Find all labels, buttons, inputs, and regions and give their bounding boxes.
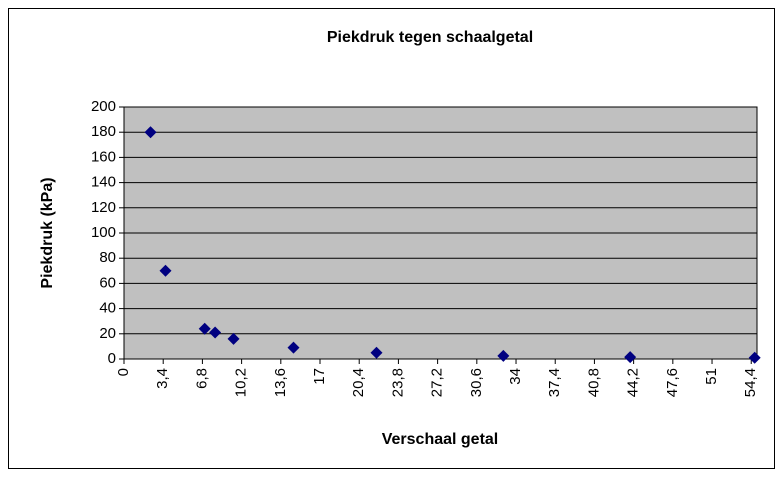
y-tick-label: 0 [108, 350, 116, 367]
marker [370, 346, 383, 359]
x-tick-label: 10,2 [233, 368, 250, 397]
y-tick-label: 120 [91, 199, 116, 216]
x-tick-label: 47,6 [664, 368, 681, 397]
x-tick-label: 17 [311, 368, 328, 385]
x-tick-label: 0 [115, 368, 132, 376]
y-tick-label: 160 [91, 148, 116, 165]
y-tick-label: 200 [91, 98, 116, 115]
x-tick-label: 37,4 [546, 368, 563, 397]
marker [497, 349, 510, 362]
y-tick-label: 60 [99, 274, 116, 291]
x-axis-title: Verschaal getal [382, 431, 499, 448]
marker [624, 351, 637, 364]
x-tick-label: 44,2 [625, 368, 642, 397]
y-tick-label: 140 [91, 174, 116, 191]
marker [209, 326, 222, 339]
x-tick-label: 3,4 [154, 368, 171, 389]
x-tick-label: 30,6 [468, 368, 485, 397]
x-tick-label: 54,4 [742, 368, 759, 397]
y-tick-label: 100 [91, 224, 116, 241]
marker [287, 341, 300, 354]
marker [227, 332, 240, 345]
x-tick-label: 40,8 [585, 368, 602, 397]
y-tick-label: 180 [91, 123, 116, 140]
y-tick-label: 80 [99, 249, 116, 266]
y-axis-title: Piekdruk (kPa) [39, 177, 56, 288]
x-tick-label: 51 [703, 368, 720, 385]
marker [159, 264, 172, 277]
y-tick-label: 40 [99, 300, 116, 317]
marker [198, 322, 211, 335]
y-tick-label: 20 [99, 325, 116, 342]
marker [144, 126, 157, 139]
x-tick-label: 23,8 [389, 368, 406, 397]
marker [748, 351, 761, 364]
x-tick-label: 27,2 [429, 368, 446, 397]
x-tick-label: 20,4 [350, 368, 367, 397]
x-tick-label: 13,6 [272, 368, 289, 397]
chart-title: Piekdruk tegen schaalgetal [327, 29, 533, 46]
x-tick-label: 34 [507, 368, 524, 385]
x-tick-label: 6,8 [193, 368, 210, 389]
